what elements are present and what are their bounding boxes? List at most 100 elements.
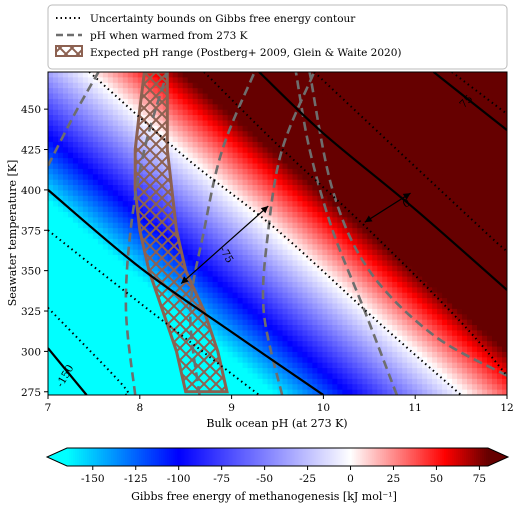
field-cell (82, 233, 89, 240)
field-cell (217, 292, 224, 299)
field-cell (347, 362, 353, 369)
field-cell (122, 249, 129, 256)
field-cell (62, 308, 69, 315)
field-cell (262, 77, 269, 84)
field-cell (192, 271, 199, 278)
field-cell (107, 368, 114, 375)
field-cell (87, 141, 94, 148)
field-cell (252, 303, 259, 310)
field-cell (432, 168, 438, 175)
field-cell (232, 120, 239, 127)
field-cell (387, 314, 393, 321)
field-cell (307, 98, 314, 105)
field-cell (352, 228, 358, 235)
field-cell (257, 276, 264, 283)
field-cell (67, 131, 74, 138)
field-cell (357, 346, 363, 353)
field-cell (362, 201, 368, 208)
field-cell (102, 346, 109, 353)
field-cell (417, 378, 423, 385)
field-cell (157, 314, 164, 321)
field-cell (77, 104, 84, 111)
field-cell (282, 158, 289, 165)
field-cell (132, 384, 139, 391)
field-cell (262, 93, 269, 100)
field-cell (337, 141, 343, 148)
field-cell (342, 357, 348, 364)
field-cell (122, 158, 129, 165)
field-cell (392, 98, 398, 105)
field-cell (62, 362, 69, 369)
field-cell (387, 303, 393, 310)
field-cell (422, 136, 428, 143)
field-cell (417, 141, 423, 148)
field-cell (277, 206, 284, 213)
field-cell (217, 147, 224, 154)
field-cell (167, 136, 174, 143)
field-cell (152, 373, 159, 380)
field-cell (142, 276, 149, 283)
field-cell (372, 158, 378, 165)
field-cell (317, 98, 323, 105)
field-cell (62, 174, 69, 181)
field-cell (52, 335, 59, 342)
field-cell (87, 163, 94, 170)
field-cell (442, 260, 448, 267)
field-cell (377, 115, 383, 122)
field-cell (377, 228, 383, 235)
field-cell (267, 120, 274, 127)
field-cell (317, 265, 323, 272)
field-cell (307, 201, 314, 208)
field-cell (72, 72, 79, 78)
field-cell (422, 276, 428, 283)
field-cell (202, 163, 209, 170)
field-cell (62, 185, 69, 192)
field-cell (92, 314, 99, 321)
field-cell (447, 152, 453, 159)
field-cell (337, 346, 343, 353)
field-cell (452, 384, 458, 391)
field-cell (117, 201, 124, 208)
field-cell (112, 233, 119, 240)
field-cell (52, 238, 59, 245)
field-cell (237, 341, 244, 348)
field-cell (422, 88, 428, 95)
field-cell (412, 276, 418, 283)
field-cell (202, 179, 209, 186)
field-cell (82, 357, 89, 364)
field-cell (62, 125, 69, 132)
field-cell (242, 238, 249, 245)
field-cell (262, 298, 269, 305)
field-cell (392, 238, 398, 245)
field-cell (147, 357, 154, 364)
field-cell (442, 346, 448, 353)
field-cell (92, 222, 99, 229)
field-cell (232, 362, 239, 369)
field-cell (197, 228, 204, 235)
field-cell (207, 260, 214, 267)
field-cell (187, 265, 194, 272)
field-cell (182, 88, 189, 95)
field-cell (217, 303, 224, 310)
field-cell (87, 93, 94, 100)
field-cell (142, 373, 149, 380)
field-cell (397, 109, 403, 116)
field-cell (67, 265, 74, 272)
field-cell (367, 222, 373, 229)
field-cell (347, 260, 353, 267)
field-cell (252, 158, 259, 165)
field-cell (222, 141, 229, 148)
field-cell (82, 82, 89, 89)
field-cell (442, 330, 448, 337)
field-cell (377, 330, 383, 337)
field-cell (107, 211, 114, 218)
field-cell (422, 314, 428, 321)
legend: Uncertainty bounds on Gibbs free energy … (47, 4, 508, 70)
field-cell (382, 174, 388, 181)
field-cell (217, 141, 224, 148)
field-cell (372, 88, 378, 95)
field-cell (332, 244, 338, 251)
field-cell (452, 141, 458, 148)
field-cell (187, 104, 194, 111)
field-cell (147, 325, 154, 331)
